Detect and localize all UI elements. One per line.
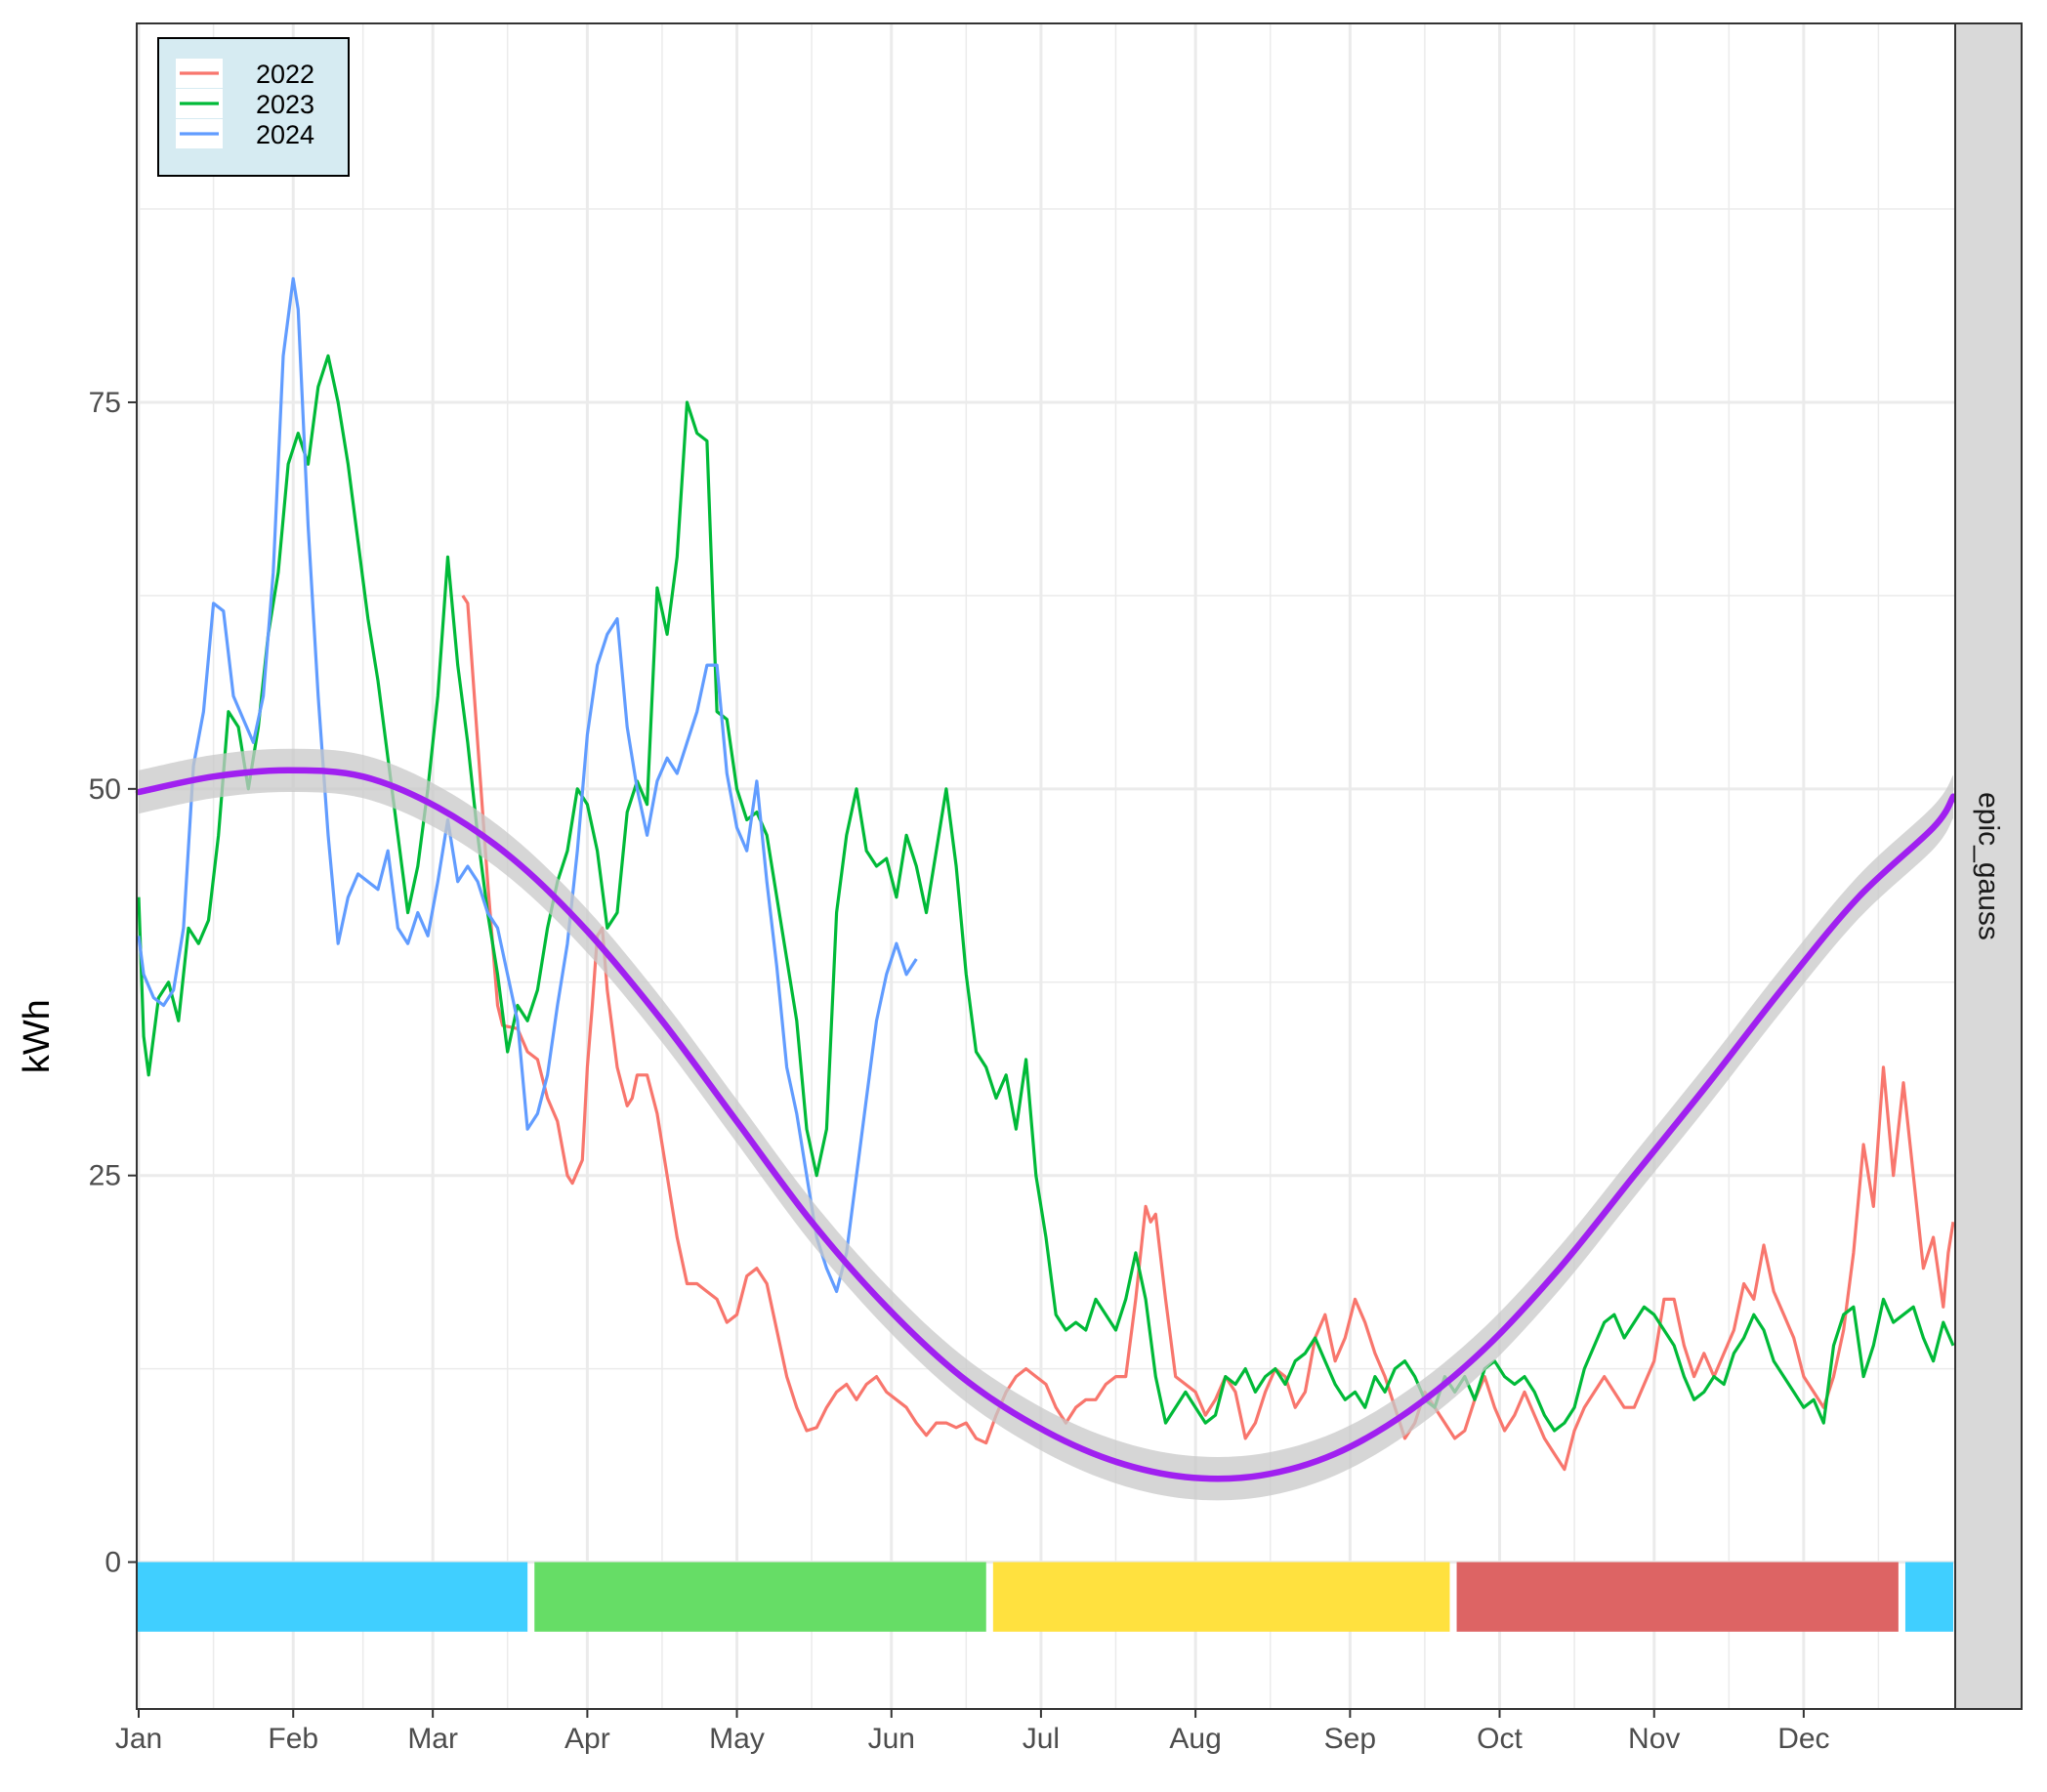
x-tick-label: May — [709, 1723, 765, 1755]
x-tick-label: Apr — [564, 1723, 610, 1755]
season-segment — [992, 1562, 1450, 1632]
facet-strip-label: epic_gauss — [1973, 792, 2005, 940]
x-tick-label: Oct — [1477, 1723, 1523, 1755]
season-segment — [137, 1562, 528, 1632]
x-tick-label: Feb — [268, 1723, 318, 1755]
series-line-2024 — [137, 276, 918, 1294]
season-segment — [1904, 1562, 1953, 1632]
series-line-2022 — [461, 595, 1955, 1472]
y-tick-label: 0 — [104, 1547, 121, 1579]
axis-layer: 0 25 50 75 Jan Feb Mar Apr May Jun Jul Aug Sep Oct Nov… — [89, 387, 1830, 1755]
series-layer — [137, 276, 1955, 1472]
x-tick-label: Dec — [1777, 1723, 1829, 1755]
x-tick-label: Jul — [1023, 1723, 1060, 1755]
season-bar — [137, 1562, 1953, 1632]
legend-label-2023: 2023 — [256, 90, 314, 119]
facet-strip: epic_gauss — [1954, 22, 2023, 1710]
smooth-fit — [135, 748, 1957, 1501]
season-segment — [534, 1562, 986, 1632]
x-tick-label: Mar — [407, 1723, 458, 1755]
legend-label-2022: 2022 — [256, 60, 314, 89]
x-tick-label: Nov — [1628, 1723, 1680, 1755]
x-tick-label: Sep — [1324, 1723, 1376, 1755]
y-tick-label: 75 — [89, 387, 121, 419]
x-tick-label: Jan — [115, 1723, 162, 1755]
smooth-line — [135, 767, 1957, 1482]
y-tick-label: 50 — [89, 773, 121, 806]
series-line-2023 — [137, 354, 1955, 1433]
facet-strip-background — [1954, 22, 2023, 1710]
legend-label-2024: 2024 — [256, 120, 314, 149]
y-axis-title: kWh — [17, 999, 58, 1073]
y-tick-label: 25 — [89, 1160, 121, 1192]
season-segment — [1456, 1562, 1899, 1632]
x-tick-label: Jun — [868, 1723, 915, 1755]
x-tick-label: Aug — [1169, 1723, 1221, 1755]
